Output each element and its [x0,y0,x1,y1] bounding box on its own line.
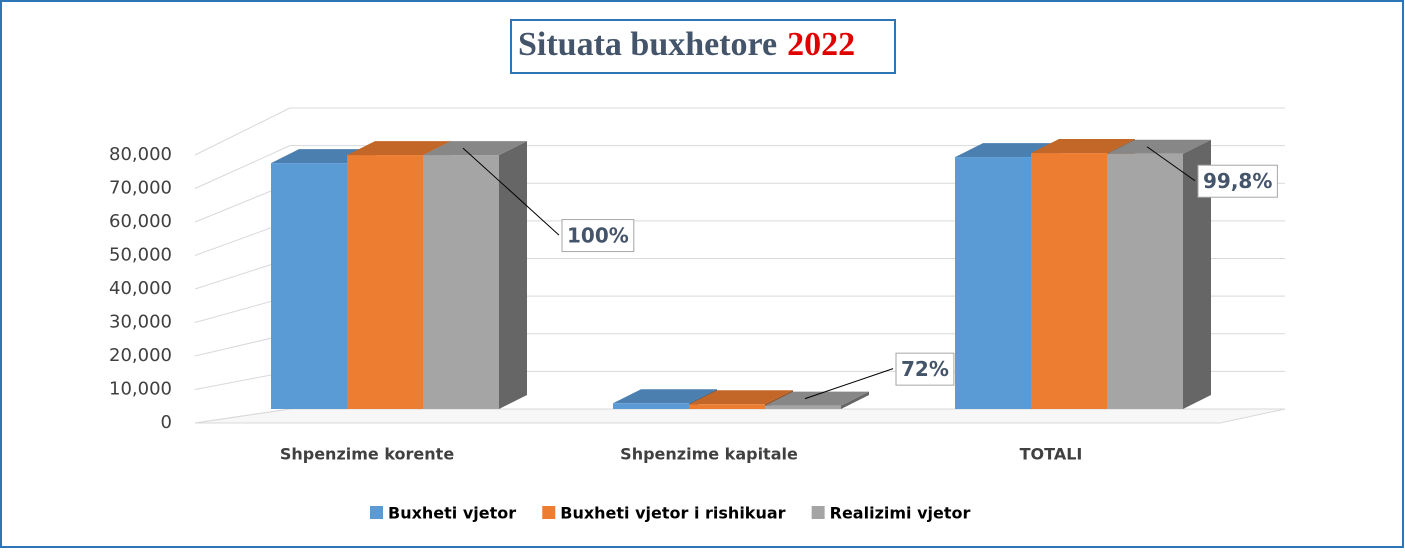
annotation: 72% [901,357,949,381]
bar-side [499,141,527,409]
bar-side [841,391,869,409]
bar [1107,139,1211,410]
bar-top [765,391,869,406]
legend-swatch [370,506,383,519]
y-tick-label: 70,000 [109,178,172,199]
grid-line [194,107,291,156]
y-tick-label: 80,000 [109,144,172,165]
legend-label: Buxheti vjetor i rishikuar [560,504,785,523]
x-tick-label: Shpenzime korente [280,445,454,464]
y-tick-label: 30,000 [109,312,172,333]
callout-line [1146,146,1196,182]
title-year: 2022 [787,26,855,63]
callout-line [804,368,894,400]
grid-line [194,145,291,189]
bar-top [1031,139,1135,154]
bar-front [423,155,499,409]
y-tick-label: 40,000 [109,278,172,299]
legend-swatch [811,506,825,519]
chart-title: Situata buxhetore 2022 [518,26,855,63]
annotation-box [561,219,635,253]
bar-top [1107,139,1211,154]
y-tick-label: 20,000 [109,345,172,366]
annotation-box [895,352,955,386]
legend-label: Buxheti vjetor [388,504,516,523]
x-tick-label: TOTALI [1020,445,1083,464]
bar-top [613,389,717,404]
title-text: Situata buxhetore [518,26,777,63]
bar-side [1183,139,1211,410]
bar-front [1107,153,1183,409]
y-tick-label: 10,000 [109,379,172,400]
bar-top [423,141,527,156]
annotation: 100% [567,224,629,248]
callout-line [462,147,560,236]
annotation: 99,8% [1203,169,1272,193]
bar-front [689,404,765,409]
bar-front [1031,153,1107,409]
bar-front [955,157,1031,409]
bar-front [347,155,423,409]
floor [194,408,1286,424]
bar-top [689,390,793,405]
y-tick-label: 50,000 [109,245,172,266]
bar-front [613,403,689,409]
grid-line [194,408,291,424]
legend-label: Realizimi vjetor [830,504,971,523]
bar-front [765,405,841,409]
bar [765,391,869,409]
legend-swatch [542,506,556,519]
x-tick-label: Shpenzime kapitale [620,445,798,464]
y-tick-label: 0 [161,412,172,433]
title-box [510,19,896,74]
bar-front [271,163,347,409]
bar-top [347,141,451,156]
y-tick-label: 60,000 [109,211,172,232]
bar [423,141,527,409]
annotation-box [1197,164,1278,198]
